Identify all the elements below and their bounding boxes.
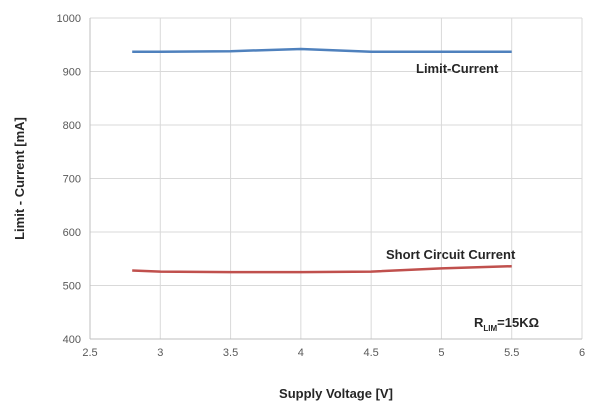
- y-tick-label: 800: [63, 120, 81, 132]
- x-tick-label: 5: [438, 347, 444, 359]
- series-label-limit-current: Limit-Current: [416, 61, 499, 76]
- x-tick-label: 3: [157, 347, 163, 359]
- series-line-limit-current: [132, 47, 512, 53]
- x-axis-title: Supply Voltage [V]: [279, 386, 393, 401]
- annotation-suffix: =15KΩ: [497, 315, 539, 330]
- series-label-short-circuit-current: Short Circuit Current: [386, 247, 516, 262]
- x-tick-label: 2.5: [82, 347, 97, 359]
- y-tick-label: 700: [63, 174, 81, 186]
- x-tick-label: 4: [298, 347, 304, 359]
- y-tick-label: 1000: [57, 13, 81, 25]
- x-tick-label: 6: [579, 347, 585, 359]
- y-tick-label: 900: [63, 67, 81, 79]
- series-group: [132, 47, 512, 274]
- axes: [89, 18, 582, 340]
- x-tick-label: 4.5: [363, 347, 378, 359]
- tick-labels: 400 500 600 700 800 900 1000 2.5 3 3.5 4 4.5 5 5.5 6: [57, 13, 586, 359]
- y-tick-label: 600: [63, 227, 81, 239]
- annotation-main: R: [474, 315, 484, 330]
- grid: [89, 17, 583, 340]
- rlim-annotation: RLIM=15KΩ: [474, 315, 539, 333]
- y-tick-label: 400: [63, 334, 81, 346]
- x-tick-label: 3.5: [223, 347, 238, 359]
- y-axis-title: Limit - Current [mA]: [12, 117, 27, 240]
- y-tick-label: 500: [63, 281, 81, 293]
- series-line-short-circuit-current: [132, 264, 512, 274]
- x-tick-label: 5.5: [504, 347, 519, 359]
- annotation-subscript: LIM: [483, 324, 497, 333]
- series-labels: Limit-Current Short Circuit Current: [386, 61, 516, 262]
